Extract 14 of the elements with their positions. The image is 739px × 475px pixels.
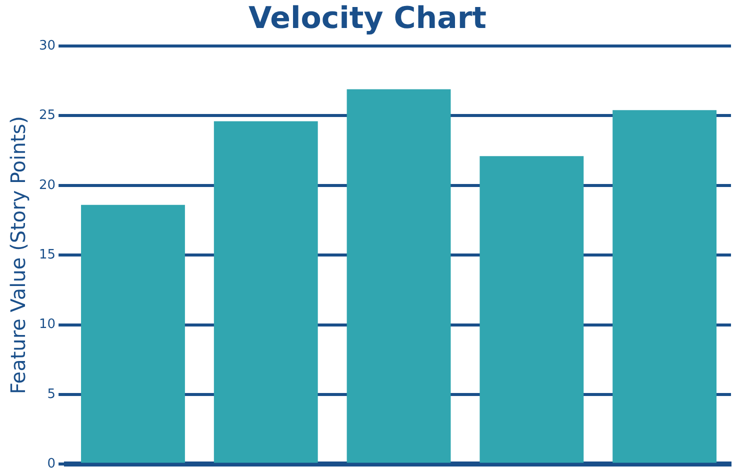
bar bbox=[612, 110, 717, 463]
y-tick-label: 10 bbox=[38, 317, 56, 332]
y-tick-label: 30 bbox=[38, 38, 56, 54]
y-tick-label: 0 bbox=[47, 456, 56, 472]
bar bbox=[81, 204, 185, 463]
bar bbox=[346, 89, 451, 463]
bar bbox=[480, 156, 584, 463]
y-tick-label: 25 bbox=[38, 108, 56, 124]
y-tick-label: 15 bbox=[38, 247, 56, 262]
y-axis-title: Feature Value (Story Points) bbox=[6, 116, 30, 394]
y-tick-label: 5 bbox=[47, 386, 56, 402]
chart-title: Velocity Chart bbox=[248, 0, 486, 36]
y-tick-label: 20 bbox=[38, 178, 56, 193]
bar bbox=[214, 121, 318, 463]
